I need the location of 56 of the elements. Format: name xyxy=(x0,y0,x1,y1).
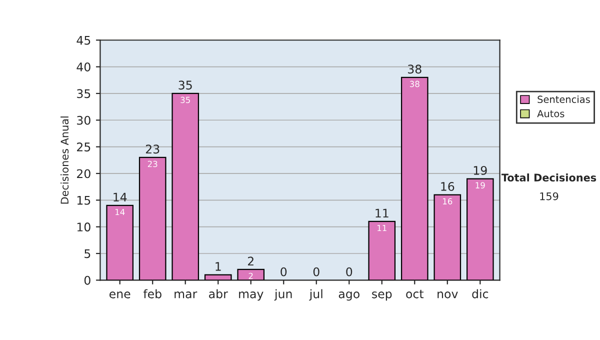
total-label: 19 xyxy=(474,166,487,175)
data-label: 14 xyxy=(115,208,125,216)
bar xyxy=(106,204,134,280)
total-label: 0 xyxy=(280,267,287,276)
y-tick-label: 20 xyxy=(77,169,90,178)
total-label: 2 xyxy=(248,256,254,266)
total-label: 0 xyxy=(313,267,320,276)
x-tick-label: oct xyxy=(406,290,424,298)
x-tick-label: nov xyxy=(438,292,458,298)
x-tick-label: abr xyxy=(209,289,228,298)
legend-label: Autos xyxy=(537,110,564,118)
x-tick-label: jul xyxy=(309,289,322,301)
y-tick-label: 30 xyxy=(77,116,90,125)
x-tick-label: ene xyxy=(110,292,130,298)
total-label: 38 xyxy=(408,64,422,74)
total-label: 35 xyxy=(178,80,192,90)
text: Total Decisiones xyxy=(501,173,596,182)
total-label: 23 xyxy=(146,144,160,154)
x-tick-label: mar xyxy=(174,292,198,298)
y-tick-label: 25 xyxy=(77,142,90,152)
total-label: 14 xyxy=(114,192,127,202)
y-tick-label: 35 xyxy=(77,89,90,98)
data-label: 19 xyxy=(476,182,485,188)
x-tick-label: may xyxy=(239,292,264,301)
total-label: 16 xyxy=(441,182,454,191)
bar xyxy=(400,76,428,280)
bar xyxy=(172,92,200,280)
bar xyxy=(434,194,462,280)
x-tick-label: ago xyxy=(338,292,360,301)
x-tick-label: dic xyxy=(472,289,488,298)
total-label: 0 xyxy=(346,267,352,276)
y-axis-title: Decisiones Anual xyxy=(60,116,69,204)
text: 159 xyxy=(540,192,558,200)
bar xyxy=(466,178,494,280)
x-tick-label: sep xyxy=(372,292,392,301)
data-label: 16 xyxy=(443,198,452,204)
bar xyxy=(204,274,232,280)
data-label: 38 xyxy=(410,80,420,88)
data-label: 35 xyxy=(180,96,190,104)
y-tick-label: 45 xyxy=(76,36,90,45)
y-tick-label: 5 xyxy=(84,249,90,258)
bar xyxy=(368,220,396,280)
bar xyxy=(237,268,265,280)
x-tick-label: jun xyxy=(274,289,292,301)
bar xyxy=(138,156,166,280)
y-tick-label: 15 xyxy=(77,196,90,205)
y-tick-label: 40 xyxy=(76,62,90,72)
legend-label: Sentencias xyxy=(538,95,590,104)
data-label: 23 xyxy=(148,160,158,168)
x-tick-label: feb xyxy=(143,289,162,298)
total-label: 11 xyxy=(376,208,388,218)
data-label: 11 xyxy=(378,224,386,232)
y-tick-label: 10 xyxy=(77,222,90,232)
data-label: 2 xyxy=(248,272,253,280)
y-tick-label: 0 xyxy=(84,276,90,285)
total-label: 1 xyxy=(216,262,221,271)
